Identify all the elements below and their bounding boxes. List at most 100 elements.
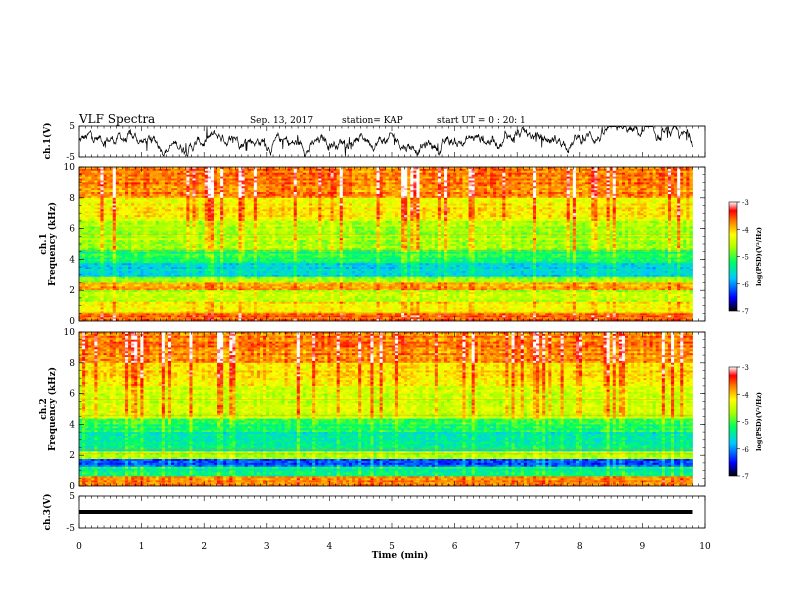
spectrogram-cell — [391, 178, 396, 181]
spectrogram-cell — [118, 197, 123, 201]
spectrogram-cell — [195, 184, 200, 187]
spectrogram-cell — [385, 199, 390, 203]
spectrogram-cell — [401, 193, 405, 197]
spectrogram-cell — [284, 203, 288, 206]
spectrogram-cell — [563, 170, 568, 174]
spectrogram-cell — [263, 209, 267, 212]
spectrogram-cell — [241, 197, 246, 201]
spectrogram-cell — [220, 201, 224, 204]
spectrogram-cell — [207, 172, 212, 176]
spectrogram-cell — [548, 193, 552, 197]
spectrogram-cell — [131, 193, 135, 197]
spectrogram-cell — [161, 195, 166, 199]
spectrogram-cell — [158, 203, 163, 206]
spectrogram-cell — [600, 168, 604, 172]
spectrogram-cell — [585, 203, 589, 206]
spectrogram-cell — [143, 211, 147, 214]
spectrogram-cell — [220, 168, 224, 172]
spectrogram-cell — [281, 176, 285, 179]
spectrogram-cell — [348, 197, 353, 201]
spectrogram-cell — [345, 168, 350, 172]
spectrogram-cell — [330, 203, 334, 206]
spectrogram-cell — [82, 188, 86, 191]
spectrogram-cell — [355, 199, 359, 203]
spectrogram-cell — [490, 167, 494, 170]
spectrogram-cell — [554, 167, 558, 170]
spectrogram-cell — [324, 195, 328, 199]
spectrogram-cell — [502, 178, 506, 181]
spectrogram-cell — [370, 195, 374, 199]
spectrogram-cell — [609, 203, 614, 206]
spectrogram-cell — [106, 182, 111, 185]
spectrogram-cell — [174, 190, 178, 193]
spectrogram-cell — [333, 182, 338, 185]
spectrogram-cell — [244, 195, 249, 199]
spectrogram-cell — [434, 199, 439, 203]
spectrogram-cell — [94, 186, 98, 189]
spectrogram-cell — [336, 193, 341, 197]
spectrogram-cell — [674, 186, 678, 189]
spectrogram-cell — [140, 170, 144, 174]
spectrogram-cell — [437, 172, 442, 176]
spectrogram-cell — [655, 209, 660, 212]
spectrogram-cell — [247, 205, 252, 208]
spectrogram-cell — [373, 197, 377, 201]
spectrogram-cell — [321, 197, 325, 201]
spectrogram-cell — [149, 209, 154, 212]
spectrogram-cell — [474, 178, 479, 181]
spectrogram-cell — [312, 211, 316, 214]
spectrogram-cell — [440, 184, 445, 187]
spectrogram-cell — [382, 205, 387, 208]
spectrogram-cell — [352, 190, 356, 193]
spectrogram-cell — [100, 174, 104, 178]
spectrogram-cell — [272, 170, 276, 174]
spectrogram-cell — [152, 176, 157, 179]
spectrogram-cell — [591, 167, 595, 170]
spectrogram-cell — [125, 172, 129, 176]
spectrogram-cell — [391, 188, 396, 191]
spectrogram-cell — [520, 182, 525, 185]
spectrogram-cell — [324, 193, 328, 197]
spectrogram-cell — [312, 205, 316, 208]
spectrogram-cell — [336, 170, 341, 174]
spectrogram-cell — [416, 188, 420, 191]
spectrogram-cell — [444, 205, 448, 208]
spectrogram-cell — [557, 186, 561, 189]
spectrogram-cell — [345, 192, 350, 195]
spectrogram-cell — [272, 197, 276, 201]
spectrogram-cell — [109, 170, 114, 174]
spectrogram-cell — [683, 170, 687, 174]
spectrogram-cell — [204, 193, 209, 197]
spectrogram-cell — [563, 178, 568, 181]
spectrogram-cell — [413, 195, 417, 199]
spectrogram-cell — [118, 209, 123, 212]
spectrogram-cell — [456, 211, 460, 214]
spectrogram-cell — [603, 170, 607, 174]
spectrogram-cell — [618, 192, 623, 195]
spectrogram-cell — [330, 190, 334, 193]
spectrogram-cell — [646, 174, 650, 178]
spectrogram-cell — [161, 193, 166, 197]
spectrogram-cell — [348, 178, 353, 181]
spectrogram-cell — [217, 184, 221, 187]
spectrogram-cell — [671, 170, 675, 174]
spectrogram-cell — [618, 197, 623, 201]
spectrogram-cell — [299, 178, 304, 181]
spectrogram-cell — [204, 178, 209, 181]
spectrogram-cell — [490, 172, 494, 176]
spectrogram-cell — [232, 184, 236, 187]
spectrogram-cell — [388, 168, 393, 172]
spectrogram-cell — [575, 211, 580, 214]
spectrogram-cell — [637, 167, 641, 170]
spectrogram-cell — [483, 190, 488, 193]
spectrogram-cell — [318, 184, 322, 187]
spectrogram-cell — [213, 209, 218, 212]
spectrogram-cell — [480, 209, 485, 212]
spectrogram-cell — [315, 199, 319, 203]
spectrogram-cell — [259, 174, 264, 178]
spectrogram-cell — [689, 180, 693, 183]
spectrogram-cell — [569, 195, 574, 199]
spectrogram-cell — [646, 197, 650, 201]
spectrogram-cell — [204, 170, 209, 174]
spectrogram-cell — [548, 168, 552, 172]
